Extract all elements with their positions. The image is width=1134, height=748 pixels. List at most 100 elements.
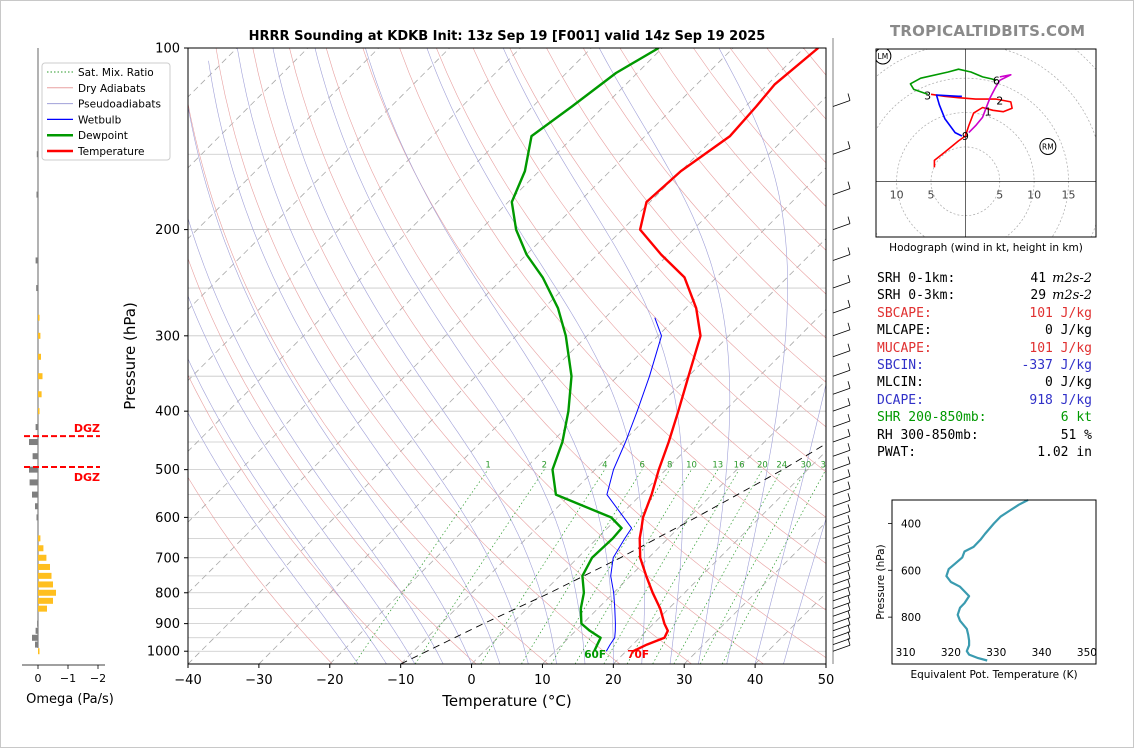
param-value-number: 6 kt <box>1060 410 1092 426</box>
omega-bar <box>35 641 38 648</box>
hodograph-frame <box>875 48 1097 238</box>
omega-bar <box>37 620 38 627</box>
wind-barb <box>832 387 851 395</box>
y-axis-label: Pressure (hPa) <box>121 302 139 410</box>
y-tick-label: 300 <box>155 329 180 344</box>
pseudoadiabat <box>783 517 826 664</box>
wind-barb <box>832 551 851 559</box>
wind-barb <box>847 535 851 543</box>
wind-barb <box>832 586 851 594</box>
param-row: MUCAPE: 101 J/kg <box>877 340 1092 357</box>
isotherm <box>188 48 450 311</box>
param-label: SRH 0-3km: <box>877 288 956 304</box>
surface-temperature-label: 70F <box>627 649 649 661</box>
mixing-ratio-line <box>550 469 670 664</box>
x-tick-label: −40 <box>174 673 201 688</box>
wind-barb <box>832 531 851 539</box>
wind-barb <box>847 514 851 523</box>
wind-barb <box>832 369 851 377</box>
hodograph-trace <box>968 74 1012 134</box>
dry-adiabat <box>188 257 477 664</box>
param-row: SBCAPE: 101 J/kg <box>877 305 1092 322</box>
legend-entry: Dewpoint <box>78 130 128 142</box>
hodograph-tick-label: 15 <box>1062 188 1076 201</box>
omega-bar <box>38 563 50 570</box>
omega-bar <box>38 554 47 561</box>
wind-barb <box>832 602 851 610</box>
omega-bar <box>38 648 40 655</box>
param-label: SBCAPE: <box>877 305 932 321</box>
theta-e-y-tick-label: 600 <box>901 565 921 577</box>
wind-barb <box>847 141 851 149</box>
pseudoadiabat <box>502 48 684 664</box>
param-row: SRH 0-3km: 29 m2s-2 <box>877 287 1092 304</box>
dewpoint-trace <box>510 48 660 652</box>
wind-barb <box>847 544 851 552</box>
param-value-number: -337 J/kg <box>1021 358 1092 374</box>
isotherm <box>188 48 663 523</box>
left-mover-marker <box>876 49 892 65</box>
wind-barb <box>847 525 851 533</box>
mixing-ratio-label: 1 <box>485 461 490 471</box>
hodograph-tick-label: 5 <box>996 188 1003 201</box>
param-value: 1.02 in <box>1037 444 1092 461</box>
wind-barb <box>832 420 851 428</box>
mixing-ratio-line <box>699 469 807 664</box>
param-row: RH 300-850mb: 51 % <box>877 427 1092 444</box>
param-value: 101 J/kg <box>1029 340 1092 357</box>
dry-adiabat <box>215 48 621 664</box>
pseudoadiabat <box>426 48 646 664</box>
pseudoadiabat <box>188 295 416 664</box>
wind-barb <box>847 456 851 464</box>
wind-barb <box>832 624 851 632</box>
dry-adiabat <box>399 48 826 564</box>
wind-barb <box>847 595 851 603</box>
omega-bar <box>38 535 41 542</box>
mixing-ratio-line <box>603 469 719 664</box>
param-label: SRH 0-1km: <box>877 271 956 286</box>
hodograph-tick-label: 10 <box>1027 188 1041 201</box>
wind-barb <box>847 579 851 587</box>
chart-title: HRRR Sounding at KDKB Init: 13z Sep 19 [… <box>249 29 766 44</box>
y-tick-label: 400 <box>155 405 180 420</box>
wind-barb <box>847 553 851 562</box>
y-tick-label: 200 <box>155 223 180 238</box>
param-row: MLCIN: 0 J/kg <box>877 374 1092 391</box>
pseudoadiabat <box>365 48 614 664</box>
wind-barb <box>832 578 851 585</box>
theta-e-x-tick-label: 310 <box>896 647 916 659</box>
param-value: 0 J/kg <box>1045 374 1092 391</box>
omega-bar <box>36 514 38 521</box>
wind-barb <box>847 571 851 579</box>
dry-adiabat <box>188 374 405 664</box>
legend: Sat. Mix. Ratio Dry Adiabats Pseudoadiabat… <box>41 62 171 161</box>
mixing-ratio-line <box>480 469 606 664</box>
wind-barb <box>847 274 851 283</box>
wind-barb <box>832 329 851 337</box>
isotherm <box>329 167 826 664</box>
param-value: 918 J/kg <box>1029 392 1092 409</box>
param-row: DCAPE: 918 J/kg <box>877 392 1092 409</box>
mixing-ratio-line <box>626 469 740 664</box>
param-value: 6 kt <box>1061 409 1092 426</box>
omega-bar <box>35 627 38 634</box>
x-tick-label: 40 <box>747 673 764 688</box>
mixing-ratio-label: 36 <box>820 461 831 471</box>
wind-barb <box>832 499 851 507</box>
wind-barb <box>832 306 851 314</box>
theta-e-x-tick-label: 340 <box>1032 647 1052 659</box>
y-tick-label: 800 <box>155 586 180 601</box>
wind-barb <box>832 521 851 529</box>
wind-barb <box>847 624 851 632</box>
temperature-trace <box>632 48 819 653</box>
dry-adiabat <box>472 48 826 473</box>
hodograph-height-label: 1 <box>985 106 992 119</box>
legend-entry: Sat. Mix. Ratio <box>78 67 154 79</box>
isotherm <box>471 308 826 664</box>
pseudoadiabat <box>188 104 472 664</box>
mixing-ratio-label: 30 <box>800 461 811 471</box>
theta-e-x-tick-label: 330 <box>986 647 1006 659</box>
param-unit: m2s-2 <box>1052 288 1092 304</box>
omega-bar <box>32 453 38 460</box>
